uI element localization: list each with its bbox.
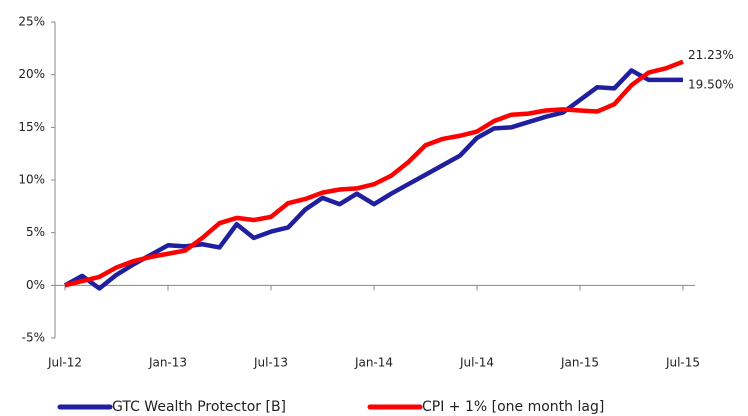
y-tick-label: 20% bbox=[18, 67, 45, 81]
x-tick-label: Jan-13 bbox=[148, 356, 187, 370]
series-line bbox=[63, 68, 683, 291]
x-tick-label: Jul-15 bbox=[665, 356, 700, 370]
x-tick-label: Jan-14 bbox=[354, 356, 393, 370]
x-tick-label: Jul-13 bbox=[253, 356, 288, 370]
legend-label: GTC Wealth Protector [B] bbox=[112, 399, 286, 415]
y-tick-label: 5% bbox=[26, 225, 45, 239]
y-tick-label: 25% bbox=[18, 15, 45, 29]
y-tick-label: 0% bbox=[26, 278, 45, 292]
y-tick-label: 15% bbox=[18, 120, 45, 134]
value-label: 19.50% bbox=[688, 77, 734, 91]
legend-label: CPI + 1% [one month lag] bbox=[422, 399, 604, 415]
y-tick-label: -5% bbox=[22, 331, 45, 345]
x-tick-label: Jul-14 bbox=[459, 356, 494, 370]
x-tick-label: Jan-15 bbox=[560, 356, 599, 370]
series-line bbox=[64, 59, 684, 288]
y-tick-label: 10% bbox=[18, 173, 45, 187]
value-label: 21.23% bbox=[688, 48, 734, 62]
x-tick-label: Jul-12 bbox=[47, 356, 82, 370]
